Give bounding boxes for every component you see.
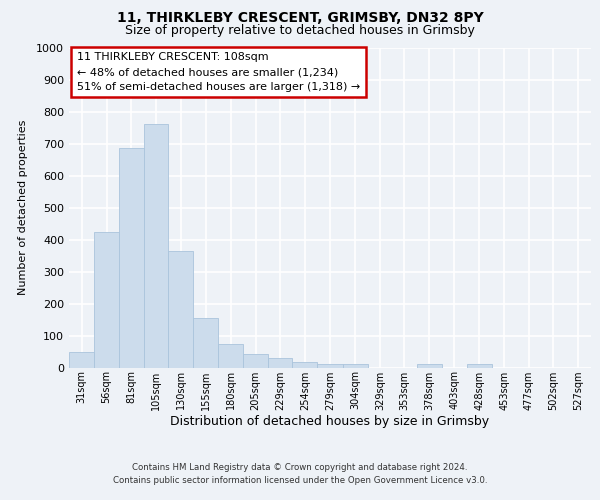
Bar — [69, 352, 94, 368]
Bar — [467, 364, 492, 368]
Bar — [244, 354, 268, 368]
X-axis label: Distribution of detached houses by size in Grimsby: Distribution of detached houses by size … — [170, 416, 490, 428]
Bar — [218, 344, 244, 367]
Text: 11, THIRKLEBY CRESCENT, GRIMSBY, DN32 8PY: 11, THIRKLEBY CRESCENT, GRIMSBY, DN32 8P… — [116, 11, 484, 25]
Bar — [119, 148, 143, 368]
Text: Contains public sector information licensed under the Open Government Licence v3: Contains public sector information licen… — [113, 476, 487, 485]
Bar — [317, 364, 343, 368]
Bar — [343, 364, 368, 368]
Bar — [143, 124, 168, 368]
Bar — [268, 358, 292, 368]
Text: Size of property relative to detached houses in Grimsby: Size of property relative to detached ho… — [125, 24, 475, 37]
Bar — [193, 318, 218, 368]
Text: Contains HM Land Registry data © Crown copyright and database right 2024.: Contains HM Land Registry data © Crown c… — [132, 464, 468, 472]
Bar — [168, 250, 193, 368]
Text: 11 THIRKLEBY CRESCENT: 108sqm
← 48% of detached houses are smaller (1,234)
51% o: 11 THIRKLEBY CRESCENT: 108sqm ← 48% of d… — [77, 52, 360, 92]
Bar — [416, 364, 442, 368]
Y-axis label: Number of detached properties: Number of detached properties — [18, 120, 28, 295]
Bar — [292, 362, 317, 368]
Bar — [94, 232, 119, 368]
